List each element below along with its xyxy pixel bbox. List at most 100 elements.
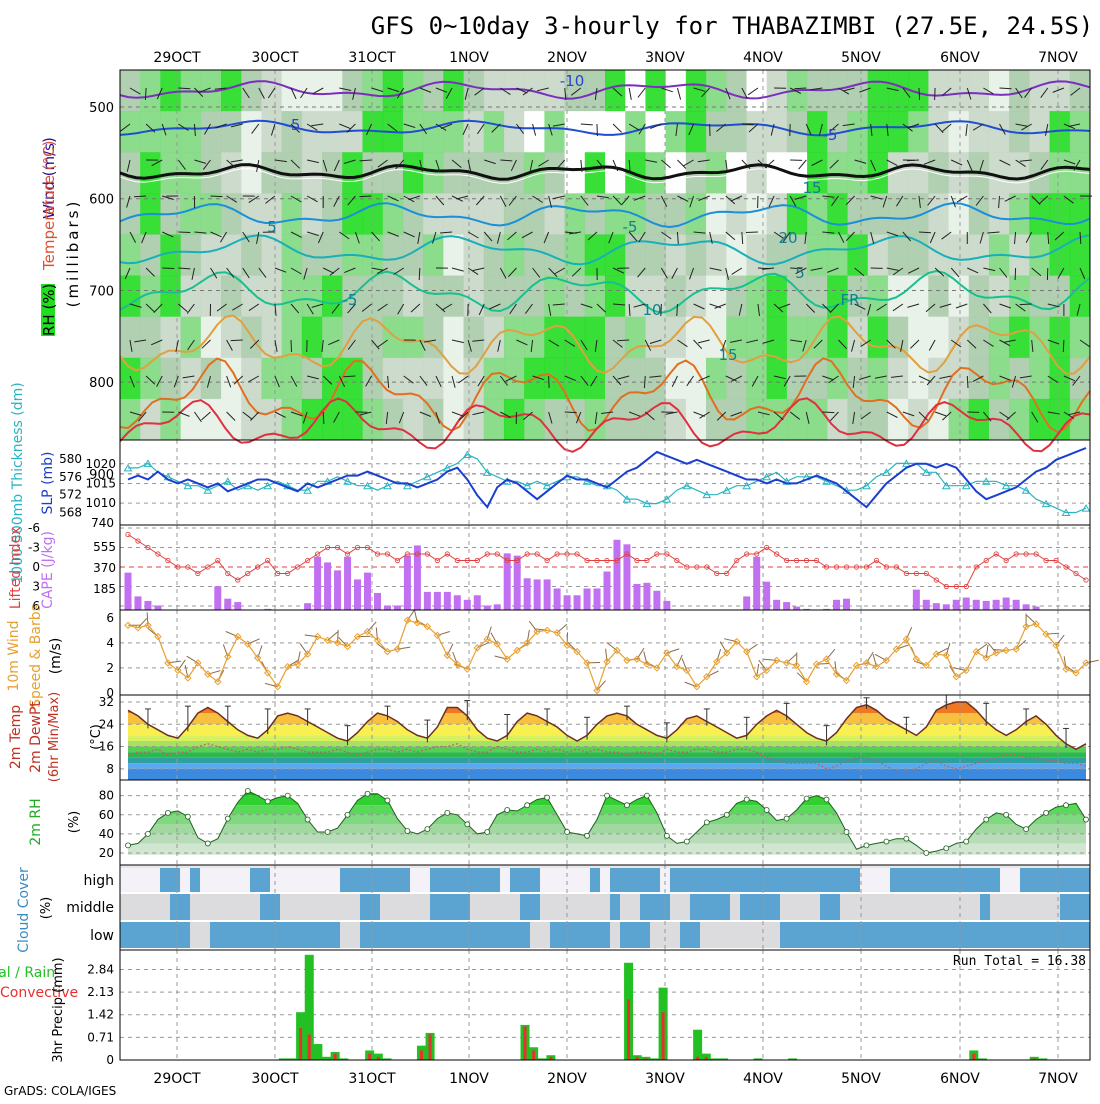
rh-cell <box>120 193 141 235</box>
rh-cell <box>443 111 464 153</box>
cloud-cell-middle <box>250 894 261 920</box>
rh-cell <box>868 399 889 441</box>
contour-label: 20 <box>778 229 797 247</box>
rh-cell <box>221 70 242 112</box>
date-label-top: 5NOV <box>841 50 881 66</box>
rh-cell <box>322 70 343 112</box>
precip-tick-label: 2.13 <box>87 985 114 999</box>
rh-cell <box>363 399 384 441</box>
date-label-bottom: 7NOV <box>1038 1071 1078 1087</box>
cloud-cell-middle <box>950 894 961 920</box>
cloud-cell-high <box>1030 868 1041 892</box>
rh-cell <box>949 276 970 318</box>
rh-point <box>884 839 889 844</box>
rh-cell <box>383 276 404 318</box>
cloud-cell-high <box>160 868 171 892</box>
wind-barb <box>677 304 678 316</box>
rh-cell <box>767 317 788 359</box>
cloud-cell-low <box>730 922 741 948</box>
rh-cell <box>746 152 767 194</box>
cloud-cell-high <box>820 868 831 892</box>
rh-cell <box>928 317 949 359</box>
rh-point <box>684 839 689 844</box>
cape-bar <box>923 600 930 610</box>
cloud-cell-middle <box>230 894 241 920</box>
slp-extra-tick: 740 <box>91 516 114 530</box>
rh-tick-label: 80 <box>99 789 114 803</box>
wind-barb <box>746 232 758 233</box>
cloud-cell-high <box>250 868 261 892</box>
cape-bar <box>633 584 640 610</box>
rh-cell <box>767 276 788 318</box>
rh-cell <box>666 193 687 235</box>
cloud-cell-high <box>550 868 561 892</box>
cloud-cell-middle <box>680 894 691 920</box>
rh-cell <box>868 317 889 359</box>
cloud-cell-high <box>720 868 731 892</box>
cloud-cell-low <box>660 922 671 948</box>
cloud-cell-low <box>350 922 361 948</box>
cloud-cell-low <box>510 922 521 948</box>
contour-label: FR <box>840 291 859 309</box>
rh-cell <box>524 399 545 441</box>
rh-cell <box>484 111 505 153</box>
rh-cell <box>969 317 990 359</box>
wind-tick-label: 6 <box>106 611 114 625</box>
rh-cell <box>787 399 808 441</box>
cloud-cell-middle <box>760 894 771 920</box>
cloud-level-label: low <box>90 928 114 944</box>
contour-label: -5 <box>286 116 301 134</box>
rh-tick-label: 60 <box>99 808 114 822</box>
cloud-cell-high <box>1040 868 1051 892</box>
rh-cell <box>443 193 464 235</box>
date-label-top: 4NOV <box>743 50 783 66</box>
cloud-cell-low <box>1050 922 1061 948</box>
rh-cell <box>282 317 303 359</box>
cloud-cell-middle <box>530 894 541 920</box>
cloud-cell-middle <box>180 894 191 920</box>
cloud-cell-middle <box>130 894 141 920</box>
rh-cell <box>120 111 141 153</box>
rh-cell <box>221 111 242 153</box>
temp-tick-label: 32 <box>99 695 114 709</box>
cloud-cell-high <box>620 868 631 892</box>
cloud-cell-middle <box>700 894 711 920</box>
rh-cell <box>261 358 282 400</box>
cloud-cell-high <box>490 868 501 892</box>
cloud-cell-middle <box>720 894 731 920</box>
cloud-cell-high <box>810 868 821 892</box>
rh-cell <box>888 111 909 153</box>
wind-barb <box>967 376 968 388</box>
rh-point <box>804 796 809 801</box>
cloud-cell-high <box>350 868 361 892</box>
rh-cell <box>767 399 788 441</box>
cloud-cell-low <box>940 922 951 948</box>
temp-band <box>120 763 1090 769</box>
rh-cell <box>261 111 282 153</box>
cloud-cell-middle <box>1000 894 1011 920</box>
cloud-cell-high <box>310 868 321 892</box>
rh-cell <box>989 317 1010 359</box>
cloud-cell-high <box>870 868 881 892</box>
cape-bar <box>743 596 750 610</box>
cloud-cell-middle <box>260 894 271 920</box>
rh2m-units: (%) <box>67 811 82 834</box>
rh-cell <box>484 193 505 235</box>
cloud-cell-high <box>910 868 921 892</box>
cape-bar <box>314 557 321 610</box>
precip-conv-bar <box>429 1035 432 1061</box>
cloud-cell-high <box>120 868 131 892</box>
cloud-cell-low <box>500 922 511 948</box>
rh-cell <box>302 276 323 318</box>
cloud-cell-low <box>540 922 551 948</box>
rh-point <box>744 797 749 802</box>
cloud-cell-high <box>600 868 611 892</box>
cloud-cell-low <box>430 922 441 948</box>
cloud-cell-low <box>920 922 931 948</box>
rh-cell <box>443 152 464 194</box>
cloud-cell-middle <box>190 894 201 920</box>
cloud-cell-middle <box>730 894 741 920</box>
rh-cell <box>464 111 485 153</box>
cloud-cell-middle <box>820 894 831 920</box>
date-label-top: 6NOV <box>940 50 980 66</box>
